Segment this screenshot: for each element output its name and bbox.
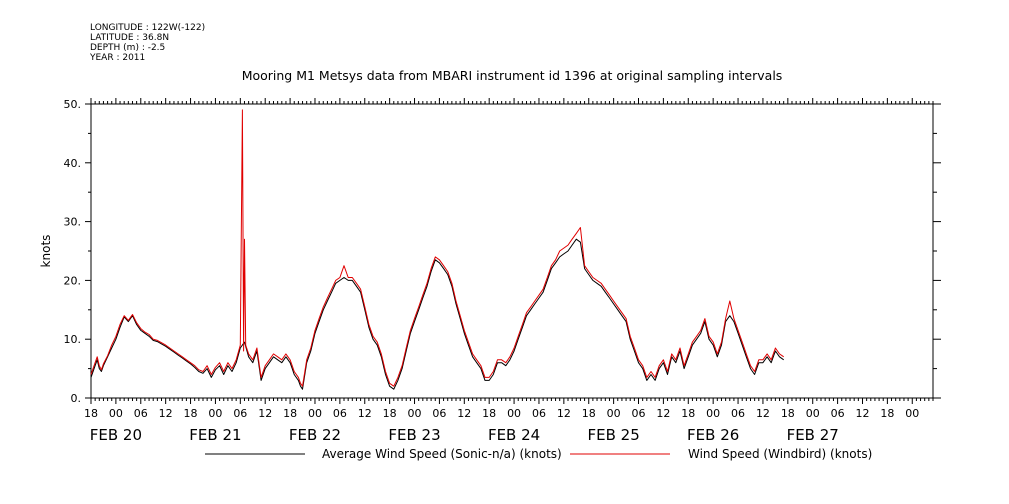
y-tick-label: 30.: [64, 216, 82, 229]
x-day-label: FEB 22: [289, 426, 341, 444]
x-day-label: FEB 21: [189, 426, 241, 444]
meta-year: YEAR : 2011: [89, 53, 145, 63]
x-hour-label: 12: [557, 407, 571, 420]
x-day-label: FEB 23: [388, 426, 440, 444]
x-hour-label: 18: [283, 407, 297, 420]
x-day-label: FEB 24: [488, 426, 540, 444]
series-line-sonic: [90, 238, 784, 390]
x-hour-label: 18: [781, 407, 795, 420]
y-tick-label: 10.: [64, 333, 82, 346]
x-hour-label: 00: [507, 407, 521, 420]
x-hour-label: 18: [84, 407, 98, 420]
y-axis-label: knots: [39, 235, 53, 268]
x-hour-label: 18: [482, 407, 496, 420]
x-hour-label: 06: [731, 407, 745, 420]
x-hour-label: 00: [109, 407, 123, 420]
y-tick-label: 0.: [71, 392, 82, 405]
y-tick-label: 50.: [64, 98, 82, 111]
x-hour-label: 06: [632, 407, 646, 420]
x-hour-label: 00: [607, 407, 621, 420]
x-hour-label: 12: [258, 407, 272, 420]
x-hour-label: 06: [233, 407, 247, 420]
y-axis: 0. 10. 20. 30. 40. 50.: [64, 98, 941, 405]
x-day-label: FEB 26: [687, 426, 739, 444]
x-hour-label: 12: [159, 407, 173, 420]
legend: Average Wind Speed (Sonic-n/a) (knots) W…: [205, 447, 872, 461]
x-hour-label: 12: [756, 407, 770, 420]
x-hour-label: 06: [333, 407, 347, 420]
x-hour-label: 18: [681, 407, 695, 420]
x-hour-label: 00: [308, 407, 322, 420]
x-day-label: FEB 25: [587, 426, 639, 444]
meta-longitude: LONGITUDE : 122W(-122): [90, 23, 205, 33]
x-hour-label: 00: [905, 407, 919, 420]
legend-label-sonic: Average Wind Speed (Sonic-n/a) (knots): [322, 447, 562, 461]
x-hour-label: 18: [880, 407, 894, 420]
x-hour-label: 18: [383, 407, 397, 420]
meta-depth: DEPTH (m) : -2.5: [90, 43, 165, 53]
meta-latitude: LATITUDE : 36.8N: [90, 33, 169, 43]
x-hour-label: 12: [358, 407, 372, 420]
x-hour-label: 06: [532, 407, 546, 420]
x-hour-label: 12: [855, 407, 869, 420]
y-tick-label: 40.: [64, 157, 82, 170]
x-day-label: FEB 27: [787, 426, 839, 444]
x-hour-label: 18: [582, 407, 596, 420]
y-tick-label: 20.: [64, 274, 82, 287]
series-line-windbird: [90, 109, 784, 387]
x-hour-label: 12: [656, 407, 670, 420]
chart-title: Mooring M1 Metsys data from MBARI instru…: [242, 68, 783, 83]
x-hour-label: 06: [432, 407, 446, 420]
x-axis: 18 00 06 12 18 00 06 12 18 00 06 12 18 00 06 12 18 00 06 12…: [84, 98, 934, 444]
x-hour-label: 06: [134, 407, 148, 420]
x-hour-label: 12: [457, 407, 471, 420]
x-hour-label: 18: [184, 407, 198, 420]
series-layer: [90, 109, 784, 390]
legend-label-windbird: Wind Speed (Windbird) (knots): [688, 447, 872, 461]
x-hour-label: 00: [806, 407, 820, 420]
x-hour-label: 06: [831, 407, 845, 420]
x-hour-label: 00: [408, 407, 422, 420]
metadata-block: LONGITUDE : 122W(-122) LATITUDE : 36.8N …: [89, 23, 205, 63]
x-day-label: FEB 20: [90, 426, 142, 444]
x-hour-label: 00: [208, 407, 222, 420]
x-hour-label: 00: [706, 407, 720, 420]
plot-frame: [90, 103, 934, 399]
